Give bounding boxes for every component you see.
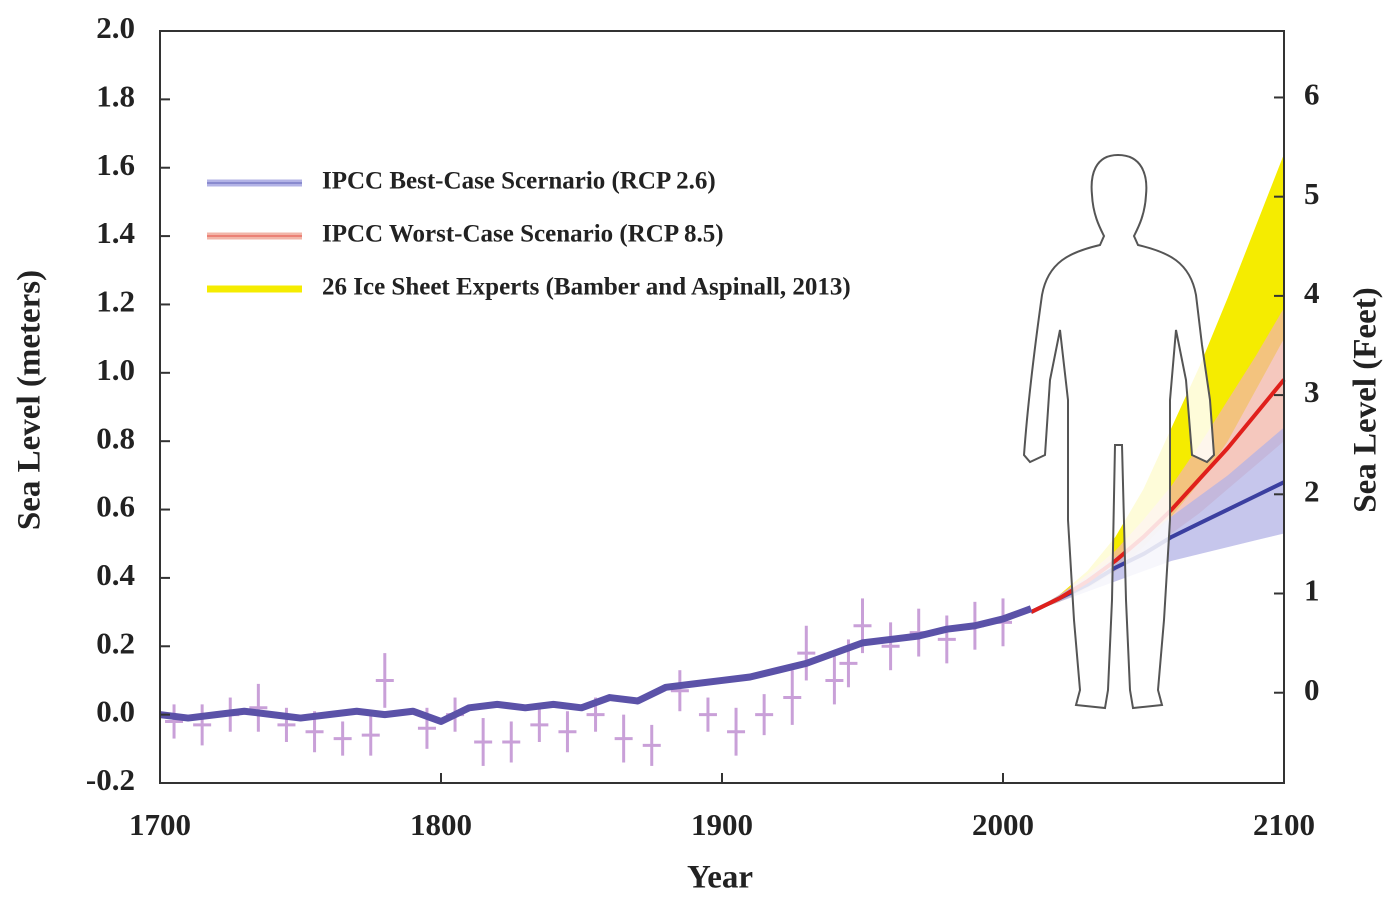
x-tick-label: 1900 <box>691 807 753 842</box>
data-point <box>797 625 816 681</box>
y-tick-label: 1.4 <box>96 215 135 250</box>
data-point <box>698 697 717 732</box>
y2-axis-label: Sea Level (Feet) <box>1348 287 1384 512</box>
y-tick-label: 0.6 <box>96 489 135 524</box>
y-axis-label: Sea Level (meters) <box>12 270 48 530</box>
y2-tick-label: 3 <box>1304 374 1320 409</box>
human-silhouette <box>1022 153 1216 710</box>
y-tick-label: 0.2 <box>96 625 135 660</box>
y2-tick-label: 5 <box>1304 176 1320 211</box>
data-point <box>530 707 549 742</box>
y-tick-label: 0.0 <box>96 694 135 729</box>
y2-tick-label: 4 <box>1304 275 1320 310</box>
data-point <box>333 721 352 756</box>
data-point <box>502 721 521 763</box>
x-tick-label: 1800 <box>410 807 472 842</box>
y-tick-label: -0.2 <box>86 762 135 797</box>
data-point <box>165 704 184 739</box>
y-tick-label: 1.2 <box>96 284 135 319</box>
data-point <box>361 714 380 756</box>
data-point <box>937 615 956 664</box>
x-tick-label: 2100 <box>1253 807 1315 842</box>
data-point <box>670 670 689 712</box>
uncertainty-band <box>1031 307 1284 613</box>
y2-tick-label: 6 <box>1304 77 1320 112</box>
legend-label: 26 Ice Sheet Experts (Bamber and Aspinal… <box>322 274 851 301</box>
y2-tick-label: 1 <box>1304 573 1320 608</box>
y-tick-label: 1.8 <box>96 78 135 113</box>
y2-tick-label: 0 <box>1304 672 1320 707</box>
data-point <box>558 711 577 753</box>
x-tick-label: 2000 <box>972 807 1034 842</box>
y-tick-label: 1.0 <box>96 352 135 387</box>
data-point <box>375 653 394 708</box>
y-tick-label: 2.0 <box>96 10 135 45</box>
data-point <box>727 707 746 756</box>
data-point <box>825 656 844 705</box>
x-axis-label: Year <box>687 860 753 896</box>
data-point <box>614 714 633 763</box>
legend-label: IPCC Best-Case Scernario (RCP 2.6) <box>322 168 716 195</box>
x-tick-label: 1700 <box>129 807 191 842</box>
series-line <box>159 605 1033 725</box>
data-point <box>881 622 900 671</box>
y-tick-label: 0.4 <box>96 557 135 592</box>
y2-tick-label: 2 <box>1304 473 1320 508</box>
uncertainty-band <box>1031 427 1284 613</box>
data-point <box>193 704 212 746</box>
data-point <box>755 694 774 736</box>
y-tick-label: 1.6 <box>96 147 135 182</box>
legend-label: IPCC Worst-Case Scenario (RCP 8.5) <box>322 221 724 248</box>
data-point <box>783 670 802 725</box>
data-point <box>642 724 661 766</box>
data-point <box>249 683 268 732</box>
data-point <box>474 718 493 766</box>
y-tick-label: 0.8 <box>96 420 135 455</box>
